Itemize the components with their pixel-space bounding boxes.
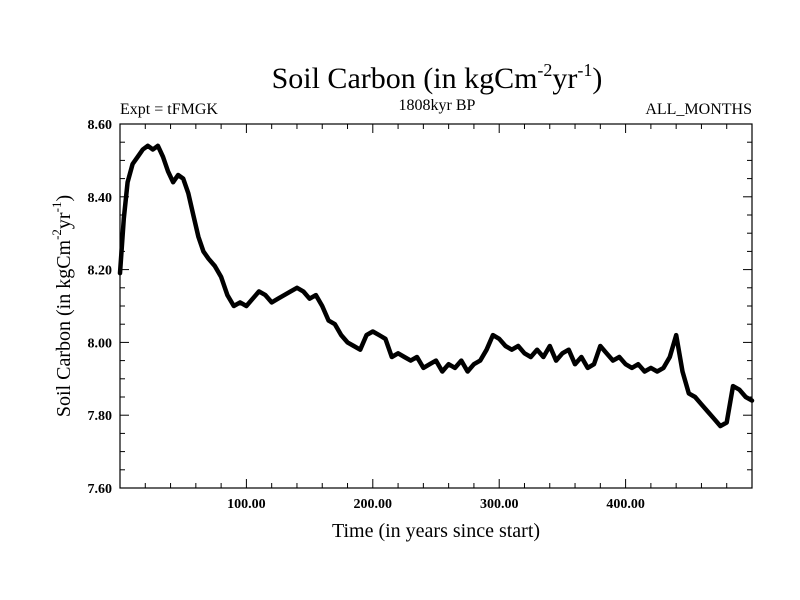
y-axis-label: Soil Carbon (in kgCm-2yr-1) bbox=[49, 195, 75, 417]
chart-title-main: Soil Carbon (in kgCm bbox=[272, 62, 538, 95]
tick-marks bbox=[119, 123, 753, 489]
y-tick-label: 8.40 bbox=[88, 191, 113, 206]
y-tick-label: 8.60 bbox=[88, 118, 113, 133]
chart-title-exponent-2: -1 bbox=[577, 60, 592, 80]
y-axis-label-main: Soil Carbon (in kgCm bbox=[53, 239, 75, 417]
x-tick-label: 400.00 bbox=[606, 497, 645, 512]
subtitle-left: Expt = tFMGK bbox=[120, 101, 218, 118]
x-tick-label: 100.00 bbox=[227, 497, 266, 512]
y-tick-label: 7.60 bbox=[88, 482, 113, 497]
plot-area bbox=[119, 123, 753, 489]
subtitle-right: ALL_MONTHS bbox=[645, 101, 752, 118]
subtitle-center: 1808kyr BP bbox=[399, 97, 476, 114]
series-line bbox=[117, 143, 755, 429]
x-axis-label: Time (in years since start) bbox=[332, 520, 540, 542]
y-axis-label-exponent-2: -1 bbox=[49, 202, 64, 213]
chart-title-close: ) bbox=[592, 62, 602, 95]
y-tick-label: 8.20 bbox=[88, 264, 113, 279]
y-axis-label-exponent-1: -2 bbox=[49, 229, 64, 240]
x-tick-labels: 100.00 200.00 300.00 400.00 bbox=[227, 497, 645, 512]
y-tick-label: 7.80 bbox=[88, 409, 113, 424]
y-axis-label-mid: yr bbox=[53, 212, 75, 229]
chart-title: Soil Carbon (in kgCm-2yr-1) bbox=[272, 60, 603, 95]
y-axis-label-close: ) bbox=[53, 195, 75, 202]
y-tick-labels: 7.60 7.80 8.00 8.20 8.40 8.60 bbox=[88, 118, 113, 497]
chart-title-exponent-1: -2 bbox=[537, 60, 552, 80]
y-tick-label: 8.00 bbox=[88, 336, 113, 351]
x-tick-label: 200.00 bbox=[354, 497, 393, 512]
chart-title-mid: yr bbox=[552, 62, 577, 95]
x-tick-label: 300.00 bbox=[480, 497, 519, 512]
